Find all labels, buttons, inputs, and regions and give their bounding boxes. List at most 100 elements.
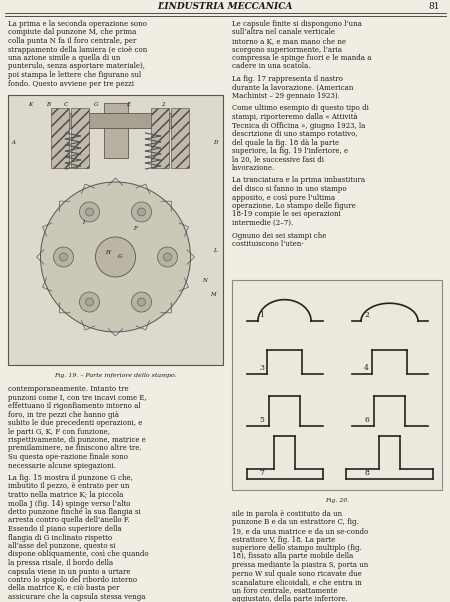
- Text: descrizione di uno stampo rotativo,: descrizione di uno stampo rotativo,: [232, 130, 358, 138]
- Text: Ognuno dei sei stampi che: Ognuno dei sei stampi che: [232, 232, 326, 240]
- Text: rispettivamente, di punzone, matrice e: rispettivamente, di punzone, matrice e: [8, 436, 146, 444]
- Text: La prima e la seconda operazione sono: La prima e la seconda operazione sono: [8, 20, 147, 28]
- Text: La fig. 17 rappresenta il nastro: La fig. 17 rappresenta il nastro: [232, 75, 343, 83]
- Text: fondo. Questo avviene per tre pezzi: fondo. Questo avviene per tre pezzi: [8, 79, 134, 87]
- Text: 5: 5: [259, 416, 264, 424]
- Text: Essendo il piano superiore della: Essendo il piano superiore della: [8, 525, 122, 533]
- Text: assicurare che la capsula stessa venga: assicurare che la capsula stessa venga: [8, 593, 145, 601]
- Text: aggiustato, della parte inferiore.: aggiustato, della parte inferiore.: [232, 595, 348, 602]
- Text: la 20, le successive fasi di: la 20, le successive fasi di: [232, 155, 324, 164]
- Text: Le capsule finite si dispongono l’una: Le capsule finite si dispongono l’una: [232, 20, 362, 28]
- Text: La tranciatura e la prima imbastitura: La tranciatura e la prima imbastitura: [232, 176, 365, 184]
- Text: tratto nella matrice K; la piccola: tratto nella matrice K; la piccola: [8, 491, 123, 499]
- Text: effettuano il rigonfiamento intorno al: effettuano il rigonfiamento intorno al: [8, 402, 140, 410]
- Circle shape: [138, 298, 145, 306]
- Text: durante la lavorazione. (American: durante la lavorazione. (American: [232, 84, 353, 92]
- Text: un foro centrale, esattamente: un foro centrale, esattamente: [232, 586, 338, 595]
- Text: foro, in tre pezzi che hanno già: foro, in tre pezzi che hanno già: [8, 411, 119, 418]
- Text: D: D: [213, 140, 217, 146]
- Text: cadere in una scatola.: cadere in una scatola.: [232, 63, 310, 70]
- Text: La fig. 15 mostra il punzone G che,: La fig. 15 mostra il punzone G che,: [8, 474, 133, 482]
- Text: A: A: [11, 140, 15, 146]
- Text: 81: 81: [428, 2, 440, 11]
- Text: contemporaneamente. Intanto tre: contemporaneamente. Intanto tre: [8, 385, 129, 393]
- Text: sull’altra nel canale verticale: sull’altra nel canale verticale: [232, 28, 335, 37]
- Circle shape: [86, 298, 94, 306]
- Bar: [150, 108, 168, 168]
- Text: strappamento della lamiera (e cioè con: strappamento della lamiera (e cioè con: [8, 46, 147, 54]
- Text: 19, e da una matrice e da un se­condo: 19, e da una matrice e da un se­condo: [232, 527, 368, 535]
- Text: intermedie (2–7).: intermedie (2–7).: [232, 219, 293, 227]
- Circle shape: [138, 208, 145, 216]
- Text: H: H: [105, 249, 110, 255]
- Text: una azione simile a quella di un: una azione simile a quella di un: [8, 54, 121, 62]
- Text: capsula viene in un punto a urtare: capsula viene in un punto a urtare: [8, 568, 130, 576]
- Text: imbutito il pezzo, è entrato per un: imbutito il pezzo, è entrato per un: [8, 482, 130, 491]
- Circle shape: [80, 202, 99, 222]
- Circle shape: [40, 182, 190, 332]
- Text: scanalature elicoidali, e che entra in: scanalature elicoidali, e che entra in: [232, 578, 362, 586]
- Text: L’INDUSTRIA MECCANICA: L’INDUSTRIA MECCANICA: [158, 2, 292, 11]
- Circle shape: [158, 247, 177, 267]
- Circle shape: [59, 253, 68, 261]
- Circle shape: [131, 202, 152, 222]
- Text: arresta contro quella dell’anello F.: arresta contro quella dell’anello F.: [8, 517, 130, 524]
- Text: stampi, riporteremo dalla « Attività: stampi, riporteremo dalla « Attività: [232, 113, 358, 121]
- Bar: [104, 103, 127, 158]
- Text: perno W sul quale sono ricavate due: perno W sul quale sono ricavate due: [232, 569, 362, 577]
- Text: necessarie alcune spiegazioni.: necessarie alcune spiegazioni.: [8, 462, 116, 470]
- Text: Fig. 19. – Parte inferiore dello stampo.: Fig. 19. – Parte inferiore dello stampo.: [54, 373, 177, 378]
- Circle shape: [95, 237, 135, 277]
- Text: apposito, e così pure l’ultima: apposito, e così pure l’ultima: [232, 193, 335, 202]
- Circle shape: [163, 253, 171, 261]
- Circle shape: [86, 208, 94, 216]
- Text: 6: 6: [364, 416, 369, 424]
- Text: F: F: [134, 226, 137, 232]
- Text: superiore dello stampo multiplo (fig.: superiore dello stampo multiplo (fig.: [232, 544, 362, 552]
- Bar: [71, 108, 89, 168]
- Circle shape: [54, 247, 73, 267]
- Text: del disco si fanno in uno stampo: del disco si fanno in uno stampo: [232, 185, 346, 193]
- Text: estrattore V, fig. 18. La parte: estrattore V, fig. 18. La parte: [232, 536, 335, 544]
- Text: scorgono superiormente, l’aria: scorgono superiormente, l’aria: [232, 46, 342, 54]
- Bar: [8, 95, 223, 365]
- Text: lavorazione.: lavorazione.: [232, 164, 275, 172]
- Text: B: B: [46, 102, 50, 108]
- Text: punterulo, senza asportare materiale),: punterulo, senza asportare materiale),: [8, 63, 145, 70]
- Text: punzone B e da un estrattore C, fig.: punzone B e da un estrattore C, fig.: [232, 518, 359, 527]
- Text: operazione. Lo stampo delle figure: operazione. Lo stampo delle figure: [232, 202, 356, 210]
- Text: G: G: [94, 102, 98, 108]
- Text: K: K: [28, 102, 32, 108]
- Text: N: N: [202, 278, 207, 282]
- Text: L: L: [213, 247, 217, 252]
- Text: 2: 2: [364, 311, 369, 319]
- Text: la pressa risale, il bordo della: la pressa risale, il bordo della: [8, 559, 113, 567]
- Text: Tecnica di Officina », giugno 1923, la: Tecnica di Officina », giugno 1923, la: [232, 122, 365, 129]
- Bar: [50, 108, 68, 168]
- Text: della matrice K, e ciò basta per: della matrice K, e ciò basta per: [8, 585, 120, 592]
- Text: compressa le spinge fuori e le manda a: compressa le spinge fuori e le manda a: [232, 54, 372, 62]
- Text: dispone obliquamente, così che quando: dispone obliquamente, così che quando: [8, 550, 148, 559]
- Text: E: E: [126, 102, 130, 108]
- Text: premilaminere, ne finiscono altre tre.: premilaminere, ne finiscono altre tre.: [8, 444, 142, 453]
- Text: subito le due precedenti operazioni, e: subito le due precedenti operazioni, e: [8, 419, 142, 427]
- Text: punzoni come I, con tre incavi come E,: punzoni come I, con tre incavi come E,: [8, 394, 147, 402]
- Text: 2: 2: [161, 102, 165, 108]
- Text: flangia di G inclinato rispetto: flangia di G inclinato rispetto: [8, 533, 112, 542]
- Text: all’asse del punzone, questo si: all’asse del punzone, questo si: [8, 542, 116, 550]
- Text: Come ultimo esempio di questo tipo di: Come ultimo esempio di questo tipo di: [232, 105, 369, 113]
- Text: colla punta N fa il foro centrale, per: colla punta N fa il foro centrale, per: [8, 37, 136, 45]
- Text: 8: 8: [364, 469, 369, 477]
- Text: 3: 3: [259, 364, 264, 372]
- Text: 18), fissato alla parte mobile della: 18), fissato alla parte mobile della: [232, 553, 353, 560]
- Text: compiute dal punzone M, che prima: compiute dal punzone M, che prima: [8, 28, 136, 37]
- Text: pressa mediante la piastra S, porta un: pressa mediante la piastra S, porta un: [232, 561, 368, 569]
- Text: intorno a K, e man mano che ne: intorno a K, e man mano che ne: [232, 37, 346, 45]
- Text: poi stampa le lettere che figurano sul: poi stampa le lettere che figurano sul: [8, 71, 141, 79]
- Text: contro lo spigolo del ribordo interno: contro lo spigolo del ribordo interno: [8, 576, 137, 584]
- Circle shape: [80, 292, 99, 312]
- Text: le parti G, K, F con funzione,: le parti G, K, F con funzione,: [8, 427, 110, 435]
- Text: 1: 1: [259, 311, 264, 319]
- Text: detto punzone finché la sua flangia si: detto punzone finché la sua flangia si: [8, 508, 141, 516]
- Text: 4: 4: [364, 364, 369, 372]
